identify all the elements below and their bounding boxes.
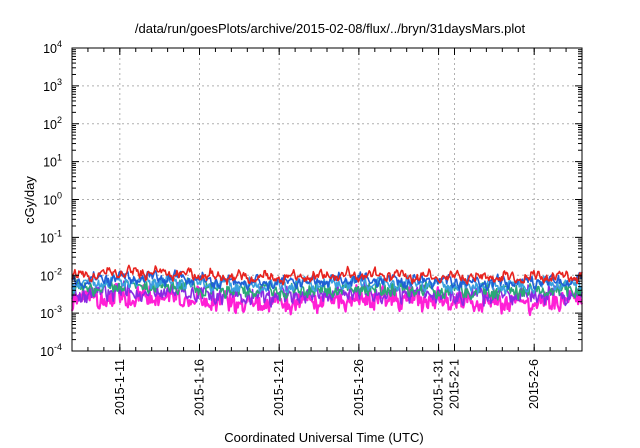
data-series-line [71, 269, 583, 292]
y-tick-label: 104 [43, 39, 62, 56]
x-tick-label: 2015-1-21 [272, 359, 286, 416]
x-tick-label: 2015-1-26 [352, 359, 366, 416]
y-ticks: 10-4 10-3 10-2 10-1 100 101 102 103 104 [40, 39, 582, 359]
y-tick-label: 100 [43, 191, 62, 208]
chart-title: /data/run/goesPlots/archive/2015-02-08/f… [135, 21, 526, 36]
y-tick-label: 10-3 [40, 304, 62, 321]
x-tick-label: 2015-2-1 [448, 359, 462, 409]
x-tick-label: 2015-1-16 [193, 359, 207, 416]
y-axis-label: cGy/day [22, 176, 37, 224]
y-tick-label: 103 [43, 77, 62, 94]
y-tick-label: 10-2 [40, 266, 62, 283]
y-tick-label: 101 [43, 153, 62, 170]
y-tick-label: 10-4 [40, 342, 62, 359]
series-layer [70, 264, 584, 317]
x-tick-label: 2015-2-6 [527, 359, 541, 409]
x-ticks: 2015-1-11 2015-1-16 2015-1-21 2015-1-26 2015… [87, 48, 567, 416]
data-series-line [71, 264, 583, 286]
x-axis-label: Coordinated Universal Time (UTC) [224, 430, 423, 445]
x-tick-label: 2015-1-31 [432, 359, 446, 416]
x-tick-label: 2015-1-11 [113, 359, 127, 415]
y-tick-label: 102 [43, 115, 62, 132]
y-tick-label: 10-1 [40, 228, 62, 245]
